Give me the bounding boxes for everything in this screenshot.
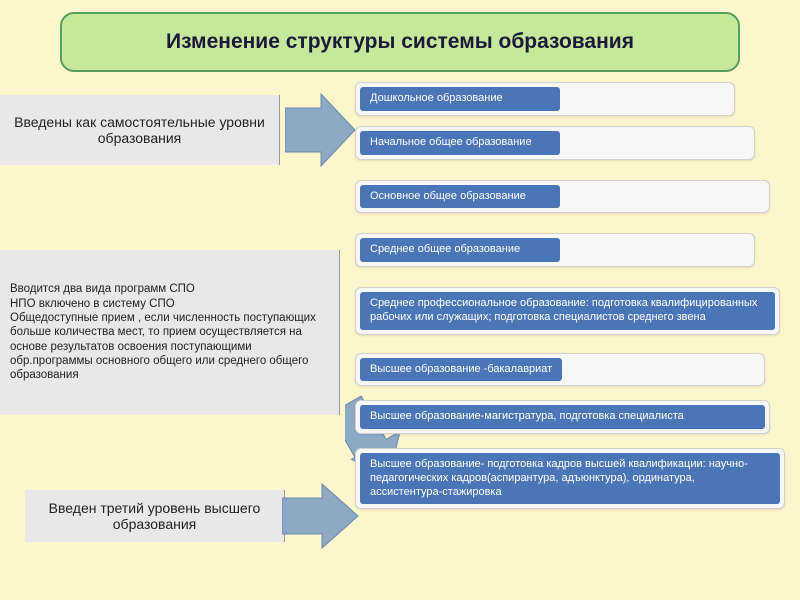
level-postgrad: Высшее образование- подготовка кадров вы…	[355, 448, 790, 509]
level-label: Высшее образование-магистратура, подгото…	[360, 405, 765, 429]
level-outer: Высшее образование- подготовка кадров вы…	[355, 448, 785, 509]
level-label: Высшее образование -бакалавриат	[360, 358, 562, 382]
arrow-3	[282, 480, 360, 552]
level-bachelor: Высшее образование -бакалавриат	[355, 353, 790, 387]
left-box-spo: Вводится два вида программ СПО НПО включ…	[0, 250, 340, 415]
level-label: Среднее профессиональное образование: по…	[360, 292, 775, 330]
left-box-intro-levels: Введены как самостоятельные уровни образ…	[0, 95, 280, 165]
level-preschool: Дошкольное образование	[355, 82, 790, 116]
left-box-third-level: Введен третий уровень высшего образовани…	[25, 490, 285, 542]
level-label: Основное общее образование	[360, 185, 560, 209]
level-outer: Среднее общее образование	[355, 233, 755, 267]
level-label: Высшее образование- подготовка кадров вы…	[360, 453, 780, 504]
level-label: Начальное общее образование	[360, 131, 560, 155]
level-outer: Дошкольное образование	[355, 82, 735, 116]
level-master: Высшее образование-магистратура, подгото…	[355, 400, 790, 434]
level-label: Среднее общее образование	[360, 238, 560, 262]
arrow-1	[285, 90, 357, 170]
level-outer: Среднее профессиональное образование: по…	[355, 287, 780, 335]
page-title: Изменение структуры системы образования	[60, 12, 740, 72]
level-secondary-general: Среднее общее образование	[355, 233, 790, 267]
level-primary: Начальное общее образование	[355, 126, 790, 160]
level-spo: Среднее профессиональное образование: по…	[355, 287, 790, 335]
level-outer: Основное общее образование	[355, 180, 770, 214]
left-box-1-text: Введены как самостоятельные уровни образ…	[10, 114, 269, 146]
level-basic-general: Основное общее образование	[355, 180, 790, 214]
left-box-2-text: Вводится два вида программ СПО НПО включ…	[10, 282, 329, 383]
level-outer: Высшее образование-магистратура, подгото…	[355, 400, 770, 434]
education-levels-list: Дошкольное образование Начальное общее о…	[355, 82, 790, 519]
level-label: Дошкольное образование	[360, 87, 560, 111]
level-outer: Высшее образование -бакалавриат	[355, 353, 765, 387]
level-outer: Начальное общее образование	[355, 126, 755, 160]
left-box-3-text: Введен третий уровень высшего образовани…	[35, 500, 274, 532]
